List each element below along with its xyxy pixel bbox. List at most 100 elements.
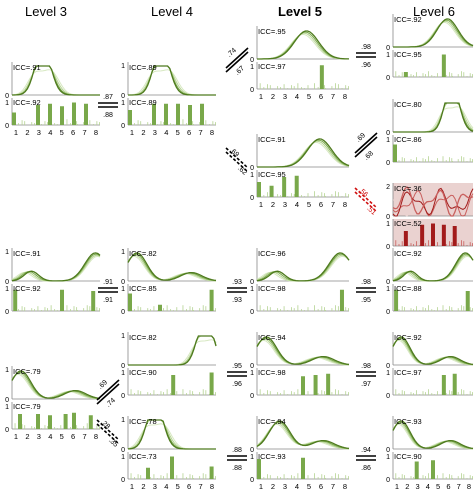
icc-label: ICC=.91 <box>258 135 286 144</box>
bar-spike <box>283 84 285 89</box>
bar <box>326 373 331 395</box>
x-tick-label: 3 <box>283 482 287 489</box>
bar <box>91 291 96 311</box>
bar <box>171 375 176 395</box>
bar-spike <box>449 72 450 77</box>
curve-panel-L3-C-curve: 0 1 ICC=.79 <box>5 366 101 404</box>
curve-axis-zero: 0 <box>250 363 254 370</box>
bar-axis-zero: 0 <box>250 393 254 400</box>
connector-value-top: .74 <box>226 47 238 59</box>
bar-spike <box>56 428 58 429</box>
bar-spike <box>182 305 184 311</box>
bar-spike <box>202 473 204 479</box>
bar-spike <box>419 161 421 162</box>
curve-line <box>11 372 101 400</box>
bar-spike <box>325 478 326 479</box>
bar-spike <box>341 88 343 89</box>
bar <box>301 457 305 479</box>
bar-spike <box>314 83 315 89</box>
bar-spike <box>150 477 151 479</box>
bar <box>441 54 446 77</box>
curve-panel-L3-A-curve: 0 ICC=.91 <box>5 62 100 100</box>
bar-spike <box>140 391 142 395</box>
x-tick-label: 1 <box>14 128 18 137</box>
connector-value-top: .91 <box>103 279 113 286</box>
bar-spike <box>404 475 405 479</box>
x-tick-label: 8 <box>467 482 471 489</box>
bar-spike <box>419 76 421 77</box>
x-tick-label: 2 <box>25 128 29 137</box>
bar-spike <box>337 84 339 89</box>
x-tick-label: 2 <box>271 200 275 209</box>
curve-line <box>392 186 474 217</box>
bar-spike <box>307 307 309 311</box>
bar-spike <box>348 392 349 395</box>
connector-value-bottom: .95 <box>361 297 371 304</box>
bar-spike <box>99 308 100 311</box>
bar-spike <box>398 75 400 77</box>
bar-spike <box>77 428 78 429</box>
bar-spike <box>172 124 174 125</box>
bar-spike <box>140 307 142 311</box>
bar-spike <box>324 391 325 395</box>
bar-spike <box>398 244 400 246</box>
bar-spike <box>96 307 98 311</box>
bar-spike <box>469 475 471 479</box>
bar-spike <box>34 427 35 429</box>
bar-spike <box>137 306 139 311</box>
bar-spike <box>202 305 204 311</box>
x-tick-label: 7 <box>457 482 461 489</box>
x-tick-label: 8 <box>343 92 347 101</box>
x-tick-label: 5 <box>307 482 311 489</box>
bar-spike <box>451 475 453 479</box>
bar-spike <box>331 86 333 89</box>
bar <box>452 373 457 395</box>
bar-spike <box>428 389 429 395</box>
bar-spike <box>287 88 289 89</box>
bar-spike <box>199 392 201 395</box>
icc-label: ICC=.86 <box>394 135 422 144</box>
bar-spike <box>431 309 433 311</box>
bar-spike <box>176 307 178 311</box>
curve-axis-zero: 0 <box>121 93 125 100</box>
connector-value-top: .69 <box>228 147 240 159</box>
icc-label: ICC=.98 <box>258 368 286 377</box>
connector-value-bottom: .86 <box>361 465 371 472</box>
bar-spike <box>70 309 71 311</box>
bar-spike <box>259 83 261 89</box>
bar-axis-top: 1 <box>250 172 254 179</box>
bar-spike <box>425 476 426 479</box>
icc-label: ICC=.90 <box>129 368 157 377</box>
bar-spike <box>170 393 172 395</box>
bar-spike <box>331 392 333 395</box>
bar-spike <box>437 307 438 311</box>
bar <box>36 414 40 429</box>
bar-spike <box>341 394 343 395</box>
bar-axis-top: 1 <box>250 370 254 377</box>
bar-spike <box>189 306 191 311</box>
icc-label: ICC=.79 <box>13 367 41 376</box>
bar-spike <box>157 124 158 125</box>
icc-label: ICC=.88 <box>394 284 422 293</box>
bar-spike <box>137 120 139 125</box>
bar-axis-top: 1 <box>386 221 390 228</box>
bar-spike <box>410 392 412 395</box>
bar-axis-top: 1 <box>250 454 254 461</box>
curve-axis-top: 1 <box>5 249 9 256</box>
bar-spike <box>314 305 315 311</box>
x-tick-label: 8 <box>94 128 98 137</box>
curve-line <box>256 253 350 282</box>
bar-spike <box>395 240 397 246</box>
bar-spike <box>263 87 265 89</box>
x-tick-label: 7 <box>82 128 86 137</box>
connector-value-top: .98 <box>361 363 371 370</box>
bar-spike <box>428 156 429 162</box>
x-tick-label: 4 <box>48 128 52 137</box>
bar-spike <box>176 475 178 479</box>
bar-spike <box>301 195 302 197</box>
bar-spike <box>134 477 135 479</box>
bar-spike <box>463 157 465 162</box>
bar-spike <box>192 307 194 311</box>
